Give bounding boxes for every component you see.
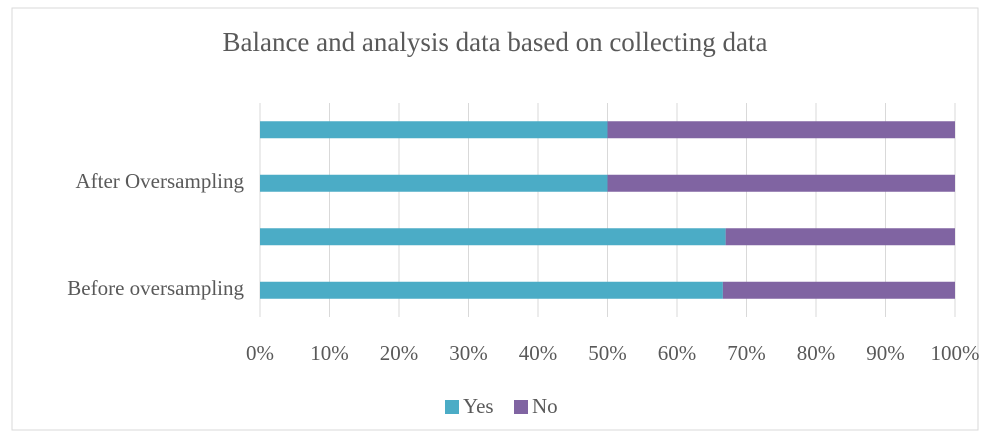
chart-border xyxy=(11,7,979,431)
bar-segment xyxy=(607,121,955,139)
legend-swatch xyxy=(514,400,528,414)
legend-swatch xyxy=(445,400,459,414)
x-tick-label: 80% xyxy=(797,341,836,365)
bar-segment xyxy=(260,228,726,246)
x-tick-label: 30% xyxy=(449,341,488,365)
x-tick-label: 40% xyxy=(519,341,558,365)
bar-segment xyxy=(260,121,608,139)
x-tick-label: 100% xyxy=(931,341,980,365)
x-tick-label: 20% xyxy=(380,341,419,365)
legend-label: No xyxy=(532,394,558,418)
x-tick-label: 0% xyxy=(246,341,274,365)
x-tick-label: 60% xyxy=(658,341,697,365)
bar-segment xyxy=(725,228,955,246)
y-tick-label: Before oversampling xyxy=(67,276,244,300)
legend-label: Yes xyxy=(463,394,494,418)
bar-segment xyxy=(607,174,955,192)
x-tick-label: 10% xyxy=(310,341,349,365)
bar-segment xyxy=(260,281,723,299)
x-tick-label: 70% xyxy=(727,341,766,365)
y-tick-label: After Oversampling xyxy=(75,169,244,193)
chart-title: Balance and analysis data based on colle… xyxy=(222,27,767,57)
x-tick-label: 90% xyxy=(866,341,905,365)
bar-segment xyxy=(260,174,608,192)
x-tick-label: 50% xyxy=(588,341,627,365)
bar-segment xyxy=(722,281,955,299)
